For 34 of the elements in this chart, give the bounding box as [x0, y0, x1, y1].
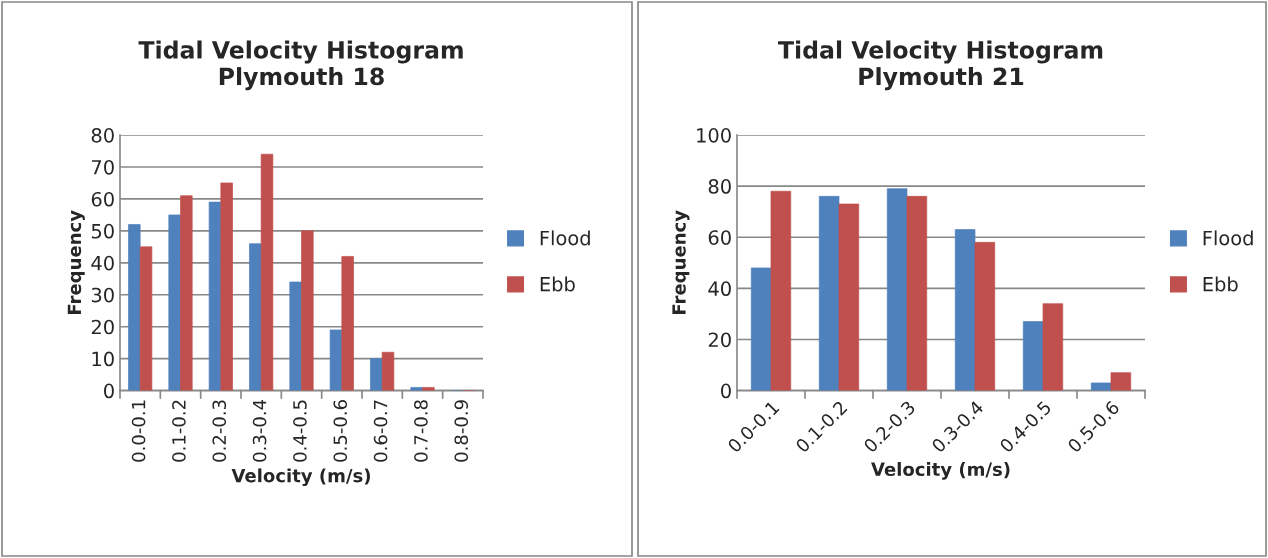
legend-label: Ebb	[540, 276, 575, 292]
legend-label: Flood	[540, 230, 590, 246]
x-tick-label: 0.2-0.3	[212, 400, 227, 462]
x-tick-label: 0.6-0.7	[373, 400, 388, 462]
chart-title: Tidal Velocity Histogram Plymouth 21	[778, 40, 1103, 91]
y-tick-label: 100	[697, 127, 731, 143]
y-tick-label: 10	[92, 351, 114, 367]
x-tick-label: 0.7-0.8	[414, 400, 428, 462]
legend-label: Ebb	[1203, 276, 1238, 292]
x-tick-label: 0.8-0.9	[454, 400, 469, 462]
y-tick-label: 0	[104, 383, 114, 399]
y-axis-title: Frequency	[67, 210, 85, 314]
x-tick-label: 0.1-0.2	[172, 400, 186, 462]
y-tick-label: 70	[91, 159, 114, 175]
y-tick-label: 40	[91, 255, 114, 271]
y-tick-label: 30	[91, 287, 114, 303]
y-axis-title: Frequency	[672, 210, 690, 314]
x-tick-label: 0.5-0.6	[333, 400, 348, 462]
x-tick-label: 0.4-0.5	[293, 400, 307, 462]
y-tick-label: 80	[91, 127, 114, 143]
x-tick-label: 0.0-0.1	[131, 400, 146, 462]
y-tick-label: 20	[708, 332, 731, 348]
legend-label: Flood	[1203, 230, 1253, 246]
x-axis-title: Velocity (m/s)	[231, 468, 370, 487]
y-tick-label: 60	[708, 230, 731, 245]
y-tick-label: 40	[708, 281, 731, 297]
y-tick-label: 60	[91, 191, 114, 207]
y-tick-label: 20	[91, 319, 114, 335]
x-axis-title: Velocity (m/s)	[871, 462, 1010, 480]
x-tick-label: 0.3-0.4	[252, 399, 267, 462]
y-tick-label: 80	[708, 179, 731, 194]
y-tick-label: 0	[721, 383, 731, 399]
y-tick-label: 50	[91, 223, 114, 239]
chart-title: Tidal Velocity Histogram Plymouth 18	[138, 40, 463, 91]
